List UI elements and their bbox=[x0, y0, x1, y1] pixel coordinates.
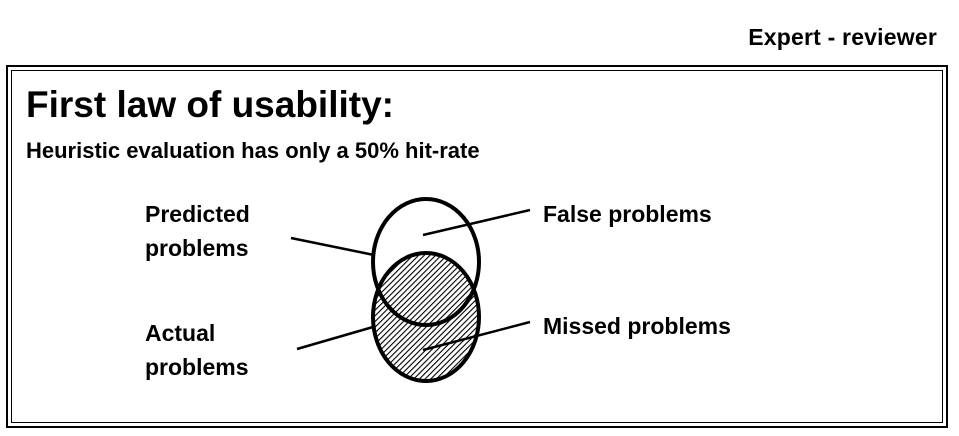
missed-problems-leader-line bbox=[422, 320, 531, 352]
predicted-problems-label-line2: problems bbox=[145, 235, 249, 261]
missed-problems-label: Missed problems bbox=[543, 313, 731, 339]
false-problems-leader-line bbox=[422, 208, 531, 237]
actual-leader-line bbox=[296, 325, 374, 351]
slide-subtitle: Heuristic evaluation has only a 50% hit-… bbox=[26, 138, 480, 163]
slide-frame-outer bbox=[6, 65, 948, 428]
header-label: Expert - reviewer bbox=[748, 24, 937, 50]
predicted-leader-line bbox=[290, 236, 375, 257]
actual-problems-label-line1: Actual bbox=[145, 320, 215, 346]
predicted-problems-label-line1: Predicted bbox=[145, 201, 250, 227]
actual-problems-label-line2: problems bbox=[145, 354, 249, 380]
false-problems-label: False problems bbox=[543, 201, 712, 227]
predicted-problems-circle bbox=[371, 197, 481, 327]
actual-problems-circle bbox=[371, 251, 481, 383]
slide-frame-inner bbox=[11, 70, 943, 423]
slide-title: First law of usability: bbox=[26, 84, 394, 125]
